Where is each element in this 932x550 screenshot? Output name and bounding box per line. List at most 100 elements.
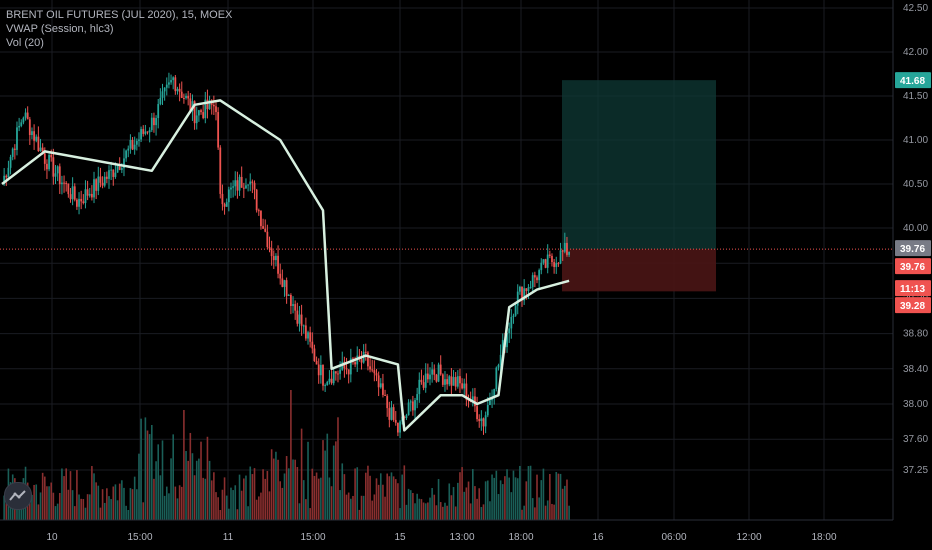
x-tick-label: 10 [46,532,58,543]
volume-bar [37,504,40,520]
volume-bar [58,493,61,520]
time-axis[interactable]: 10 15:00 11 15:00 15 13:00 18:00 16 06:00 12:00 18… [0,519,893,543]
candle-body [302,325,305,327]
y-tick-label: 37.60 [903,434,928,445]
candle-body [221,193,224,205]
volume-bar [260,492,262,520]
symbol-title[interactable]: BRENT OIL FUTURES (JUL 2020), 15, MOEX [6,9,233,21]
volume-bar [444,502,446,520]
volume-bar [439,502,442,520]
candle-body [140,129,142,140]
y-tick-label: 41.50 [903,91,928,102]
volume-bar [225,495,228,520]
volume-bar [283,473,286,520]
candle-body [277,255,279,274]
candle-body [61,182,63,185]
volume-bar [217,497,219,520]
loss-zone[interactable] [562,249,716,292]
candle-body [553,262,556,267]
volume-bar [501,484,504,520]
volume-bar [375,478,378,520]
volume-bar [525,481,528,520]
volume-bar [435,505,438,520]
candle-body [225,202,228,207]
vwap-legend[interactable]: VWAP (Session, hlc3) [6,23,114,35]
volume-bar [97,485,100,520]
candle-body [161,91,164,98]
candle-body [429,374,431,380]
volume-bar [561,488,564,520]
candle-body [463,383,466,389]
candle-body [450,376,453,386]
volume-bar [93,473,95,520]
candle-body [287,294,290,296]
candle-body [486,404,489,416]
candle-body [448,376,451,385]
volume-bar [386,473,388,520]
volume-bar [553,504,555,520]
volume-bar [67,489,70,520]
volume-bar [172,434,174,520]
candle-body [559,250,562,264]
candle-body [185,95,187,99]
volume-bar [418,498,421,520]
volume-bar [180,486,183,520]
candle-body [489,400,491,405]
candle-body [155,118,157,126]
candle-body [105,176,108,179]
volume-bar [300,428,303,520]
volume-bar [542,468,545,520]
candle-body [135,140,138,145]
candle-body [268,246,271,249]
candle-body [431,369,434,375]
volume-bar [80,498,82,520]
candle-body [63,182,65,184]
candle-body [349,358,352,375]
volume-bar [157,444,160,520]
candle-body [416,394,419,401]
volume-bar [322,440,324,520]
candle-body [146,131,149,133]
x-tick-label: 15 [394,532,406,543]
volume-bar [78,494,80,520]
volume-bar [506,469,508,520]
candle-body [529,287,532,289]
x-tick-label: 15:00 [127,532,152,543]
candle-body [474,396,476,407]
candle-body [217,112,220,148]
candle-body [497,364,500,368]
candle-body [540,262,543,271]
volume-bar [151,425,153,520]
volume-bar [324,450,326,520]
volume-bar [44,476,46,520]
candle-body [435,374,438,382]
candle-body [131,139,134,150]
candle-body [168,82,170,85]
volume-bar [499,480,502,520]
tradingview-logo-icon[interactable] [4,482,32,510]
candle-body [120,168,123,170]
volume-legend[interactable]: Vol (20) [6,37,44,49]
candle-body [566,242,568,255]
candle-body [322,364,324,386]
candle-body [533,275,536,278]
volume-bar [427,502,429,520]
candle-body [67,183,70,195]
candle-body [93,179,95,198]
volume-bar [424,503,427,520]
candle-body [242,187,245,189]
candle-body [195,115,198,124]
candle-body [170,80,172,83]
candle-body [245,185,247,189]
candle-body [159,97,162,105]
volume-bar [416,493,418,520]
candle-body [251,181,254,183]
volume-bar [262,469,264,520]
volume-bar [116,500,119,520]
candle-body [232,186,235,188]
volume-bar [165,486,168,520]
profit-zone[interactable] [562,80,716,250]
volume-bar [519,465,521,520]
volume-bar [3,495,5,520]
